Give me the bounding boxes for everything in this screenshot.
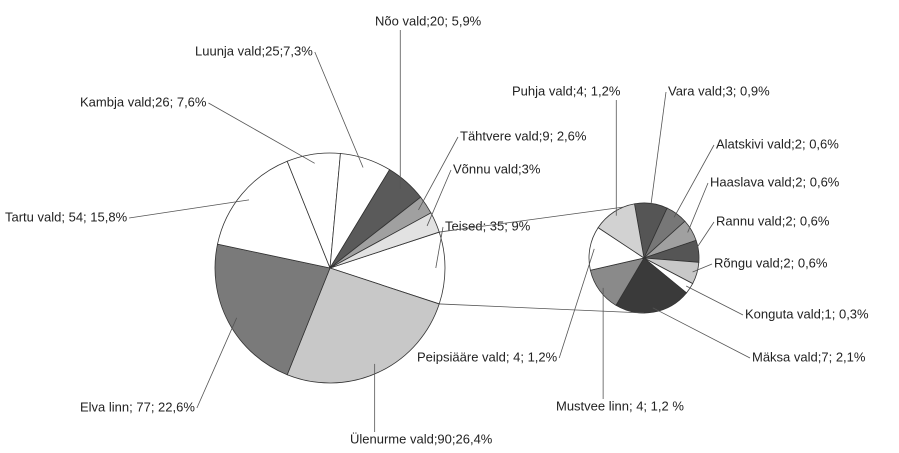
slice-label: Mäksa vald;7; 2,1% bbox=[752, 349, 866, 364]
pie-slice bbox=[329, 212, 440, 269]
leader-line bbox=[685, 285, 744, 316]
pie-slice bbox=[286, 267, 440, 384]
leader-line bbox=[650, 91, 667, 208]
pie-slice bbox=[328, 231, 446, 305]
leader-line bbox=[418, 136, 459, 211]
connector-line bbox=[439, 303, 645, 314]
leader-line bbox=[692, 263, 713, 273]
slice-label: Vara vald;3; 0,9% bbox=[668, 83, 770, 98]
pie-slice bbox=[214, 243, 331, 376]
slice-label: Mustvee linn; 4; 1,2 % bbox=[556, 398, 684, 413]
slice-label: Tähtvere vald;9; 2,6% bbox=[460, 128, 587, 143]
leader-line bbox=[129, 199, 250, 219]
leader-line bbox=[426, 169, 452, 227]
connector-line bbox=[439, 206, 625, 233]
slice-label: Teised; 35; 9% bbox=[445, 218, 531, 233]
slice-label: Nõo vald;20; 5,9% bbox=[375, 13, 482, 28]
slice-label: Puhja vald;4; 1,2% bbox=[512, 83, 621, 98]
slice-label: Rõngu vald;2; 0,6% bbox=[714, 255, 828, 270]
leader-line bbox=[673, 144, 715, 218]
slice-label: Tartu vald; 54; 15,8% bbox=[5, 209, 128, 224]
slice-label: Haaslava vald;2; 0,6% bbox=[710, 174, 840, 189]
leader-line bbox=[314, 51, 364, 168]
leader-line bbox=[693, 221, 715, 252]
slice-label: Rannu vald;2; 0,6% bbox=[716, 213, 830, 228]
slice-label: Konguta vald;1; 0,3% bbox=[745, 306, 869, 321]
slice-label: Alatskivi vald;2; 0,6% bbox=[716, 136, 839, 151]
slice-label: Luunja vald;25;7,3% bbox=[195, 43, 313, 58]
slice-label: Peipsiääre vald; 4; 1,2% bbox=[417, 349, 558, 364]
leader-line bbox=[196, 317, 238, 409]
slice-label: Ülenurme vald;90;26,4% bbox=[350, 431, 493, 446]
slice-label: Võnnu vald;3% bbox=[453, 161, 541, 176]
pie-slice bbox=[217, 160, 331, 269]
leader-line bbox=[558, 248, 595, 359]
leader-line bbox=[652, 307, 751, 359]
leader-line bbox=[435, 226, 444, 269]
slice-label: Kambja vald;26; 7,6% bbox=[80, 94, 207, 109]
leader-line bbox=[687, 182, 709, 233]
pie-slice bbox=[597, 203, 645, 259]
leader-line bbox=[208, 102, 315, 164]
slice-label: Elva linn; 77; 22,6% bbox=[80, 399, 195, 414]
pie-slice bbox=[615, 257, 688, 314]
